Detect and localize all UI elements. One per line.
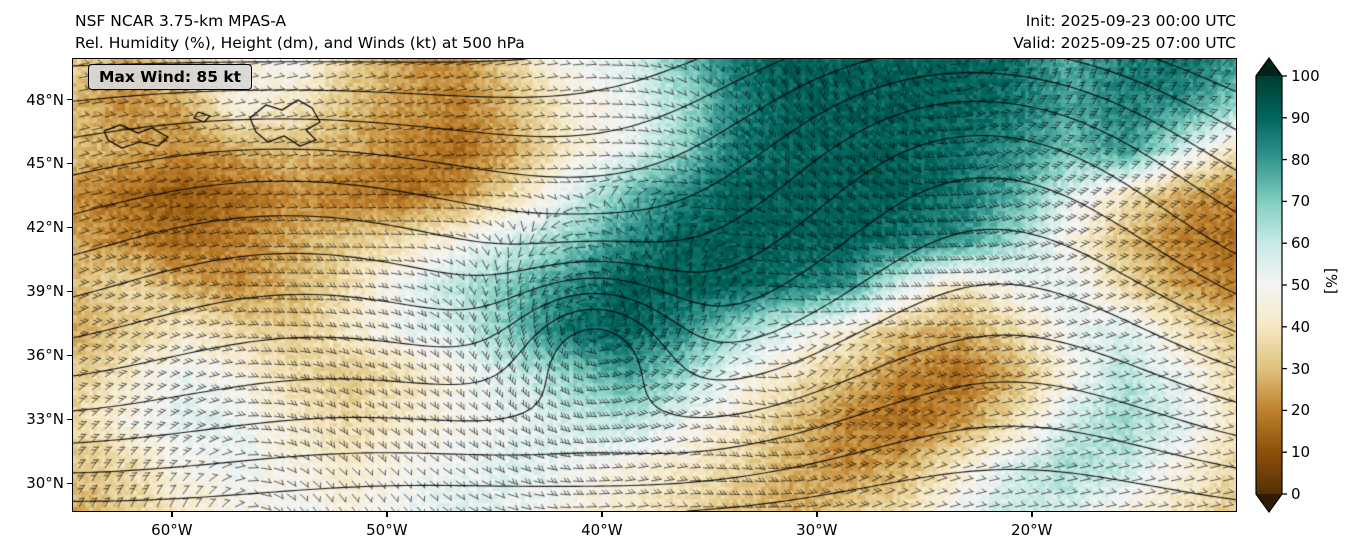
colorbar-tick-label: 40 (1291, 317, 1311, 336)
y-tick-mark (67, 226, 72, 229)
colorbar-under-arrow (1256, 494, 1282, 512)
map-canvas (73, 59, 1236, 511)
y-tick-mark (67, 290, 72, 293)
init-time-label: Init: 2025-09-23 00:00 UTC (1025, 12, 1236, 30)
figure-title: NSF NCAR 3.75-km MPAS-A Rel. Humidity (%… (75, 10, 525, 54)
x-tick-mark (601, 512, 603, 517)
colorbar-tick-label: 60 (1291, 234, 1311, 253)
colorbar-tick-label: 0 (1291, 485, 1301, 503)
y-tick-mark (67, 98, 72, 101)
y-tick-mark (67, 162, 72, 165)
x-tick-mark (386, 512, 388, 517)
x-tick-mark (1031, 512, 1033, 517)
y-tick-label: 39°N (26, 282, 64, 301)
title-line2: Rel. Humidity (%), Height (dm), and Wind… (75, 34, 525, 52)
y-tick-label: 30°N (26, 474, 64, 493)
x-tick-label: 50°W (366, 521, 408, 539)
colorbar-gradient (1256, 76, 1282, 494)
y-tick-label: 42°N (26, 218, 64, 237)
x-tick-mark (816, 512, 818, 517)
colorbar-tick-label: 30 (1291, 359, 1311, 378)
colorbar-tick-label: 90 (1291, 108, 1311, 127)
y-tick-label: 36°N (26, 346, 64, 365)
run-times: Init: 2025-09-23 00:00 UTC Valid: 2025-0… (1013, 10, 1236, 54)
y-tick-mark (67, 354, 72, 357)
colorbar-tick-label: 100 (1291, 67, 1320, 85)
y-tick-label: 45°N (26, 154, 64, 173)
x-tick-label: 60°W (151, 521, 193, 539)
x-tick-label: 20°W (1011, 521, 1053, 539)
x-tick-label: 30°W (796, 521, 838, 539)
colorbar-tick-label: 70 (1291, 192, 1311, 211)
valid-time-label: Valid: 2025-09-25 07:00 UTC (1013, 34, 1236, 52)
max-wind-badge: Max Wind: 85 kt (88, 64, 253, 90)
y-tick-mark (67, 418, 72, 421)
colorbar-tick-label: 10 (1291, 443, 1311, 462)
colorbar (1255, 56, 1287, 514)
y-tick-label: 48°N (26, 90, 64, 109)
title-line1: NSF NCAR 3.75-km MPAS-A (75, 12, 287, 30)
colorbar-tick-label: 20 (1291, 401, 1311, 420)
y-tick-label: 33°N (26, 410, 64, 429)
x-tick-mark (171, 512, 173, 517)
colorbar-tick-label: 50 (1291, 276, 1311, 294)
x-tick-label: 40°W (581, 521, 623, 539)
colorbar-over-arrow (1256, 58, 1282, 76)
colorbar-tick-label: 80 (1291, 150, 1311, 169)
y-tick-mark (67, 482, 72, 485)
